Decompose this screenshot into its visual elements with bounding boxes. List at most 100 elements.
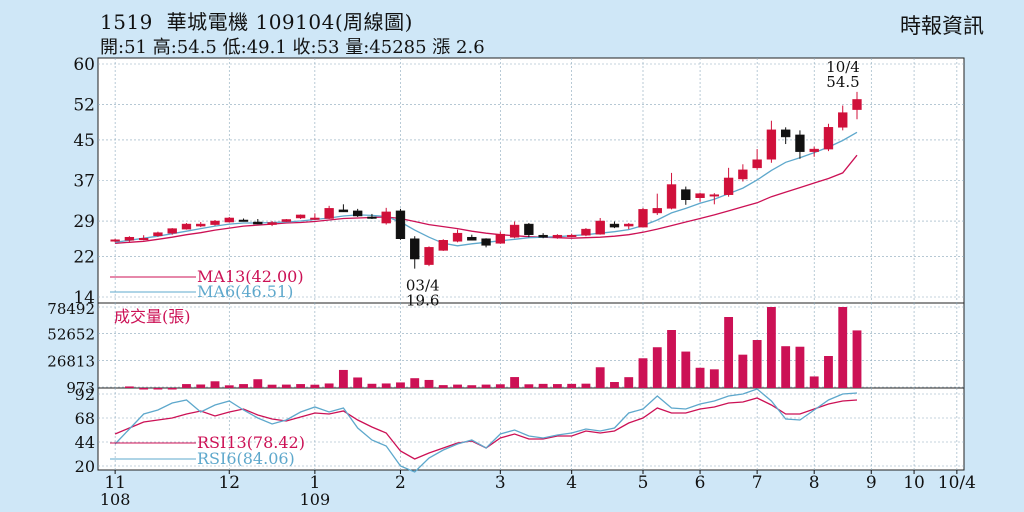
ma13-line (115, 154, 858, 244)
volume-bar (367, 383, 377, 388)
rsi-legend-label: RSI6(84.06) (197, 449, 295, 468)
x-tick-label: 10/4 (938, 473, 976, 493)
candle-body (110, 239, 120, 242)
candle-body (552, 234, 563, 238)
x-tick-label: 8 (809, 473, 820, 493)
candle-body (181, 223, 192, 230)
volume-bar (495, 384, 505, 388)
chart-title: 1519 華城電機 109104(周線圖) (100, 6, 413, 35)
volume-bar (124, 386, 134, 388)
candle-body (324, 208, 334, 219)
volume-bar (438, 385, 448, 388)
volume-bar (766, 307, 776, 388)
candle-body (566, 234, 577, 237)
x-year-label: 108 (100, 490, 131, 509)
candle-body (652, 208, 662, 214)
rsi-tick-label: 44 (75, 433, 95, 452)
x-tick-label: 5 (638, 473, 649, 493)
volume-bar (153, 388, 163, 390)
volume-bar (139, 388, 149, 390)
volume-bar (310, 384, 320, 388)
candle-body (595, 220, 605, 235)
rsi-tick-label: 92 (75, 385, 95, 404)
x-tick-label: 3 (495, 473, 506, 493)
x-tick-label: 4 (566, 473, 577, 493)
volume-bar (809, 376, 819, 388)
candle-body (838, 112, 848, 128)
candle-body (253, 221, 263, 225)
candle-body (795, 134, 805, 152)
candle-body (238, 219, 249, 222)
x-tick-label: 2 (395, 473, 406, 493)
volume-bar (424, 379, 434, 388)
volume-bar (610, 382, 619, 388)
candle-body (524, 223, 534, 235)
candle-body (424, 247, 434, 265)
high-annotation-date: 10/4 (826, 58, 860, 76)
volume-bar (795, 346, 805, 388)
volume-bar (182, 384, 191, 388)
volume-bar (781, 346, 791, 388)
volume-bar (253, 379, 263, 388)
candle-body (410, 238, 420, 260)
candle-body (723, 177, 734, 195)
candle-body (780, 129, 791, 138)
candle-body (709, 194, 720, 197)
volume-bar (453, 384, 462, 388)
volume-bar (353, 377, 363, 388)
high-label: 高: (152, 37, 177, 58)
volume-bar (567, 383, 577, 388)
volume-label: 量: (345, 37, 370, 58)
period-label: 109104(周線圖) (255, 10, 413, 34)
candle-body (766, 129, 777, 160)
x-tick-label: 6 (695, 473, 706, 493)
volume-bar (196, 384, 206, 388)
candle-body (681, 189, 691, 200)
volume-bar (538, 383, 548, 388)
candle-body (310, 217, 320, 220)
volume-tick-label: 26813 (47, 352, 95, 370)
volume-bar (296, 384, 306, 388)
price-tick-label: 45 (73, 131, 95, 151)
candle-body (196, 223, 206, 227)
candle-body (666, 184, 677, 209)
source-label: 時報資訊 (900, 14, 984, 38)
candle-body (381, 211, 391, 224)
stock-code: 1519 (100, 10, 153, 34)
candle-body (224, 217, 234, 223)
candle-body (581, 228, 591, 236)
candle-body (367, 216, 377, 219)
x-tick-label: 12 (218, 473, 240, 493)
candle-body (153, 232, 163, 236)
volume-bar (467, 385, 477, 388)
volume-bar (838, 307, 848, 388)
candle-body (624, 223, 634, 227)
candle-body (210, 220, 220, 225)
high-annotation-value: 54.5 (826, 73, 859, 91)
volume-bar (752, 340, 762, 388)
candle-body (538, 234, 548, 238)
volume-bar (381, 383, 391, 388)
candle-body (167, 228, 177, 234)
volume-bar (224, 385, 234, 388)
volume-tick-label: 973 (66, 379, 95, 397)
x-tick-label: 9 (866, 473, 877, 493)
volume-bar (510, 377, 520, 388)
close-label: 收: (292, 37, 317, 58)
open-label: 開: (100, 37, 125, 58)
volume-bar (338, 369, 348, 388)
volume-bar (239, 384, 248, 388)
volume-bar (410, 378, 420, 388)
volume-bar (595, 367, 605, 388)
volume-bar (852, 330, 862, 388)
candle-body (695, 193, 705, 198)
candle-body (438, 240, 448, 251)
x-tick-label: 7 (752, 473, 763, 493)
low-label: 低: (222, 37, 247, 58)
candle-body (467, 236, 477, 241)
candle-body (509, 224, 520, 238)
volume-bar (167, 388, 177, 390)
volume-bar (667, 330, 676, 388)
ohlc-summary: 開:51 高:54.5 低:49.1 收:53 量:45285 漲 2.6 (100, 33, 485, 59)
